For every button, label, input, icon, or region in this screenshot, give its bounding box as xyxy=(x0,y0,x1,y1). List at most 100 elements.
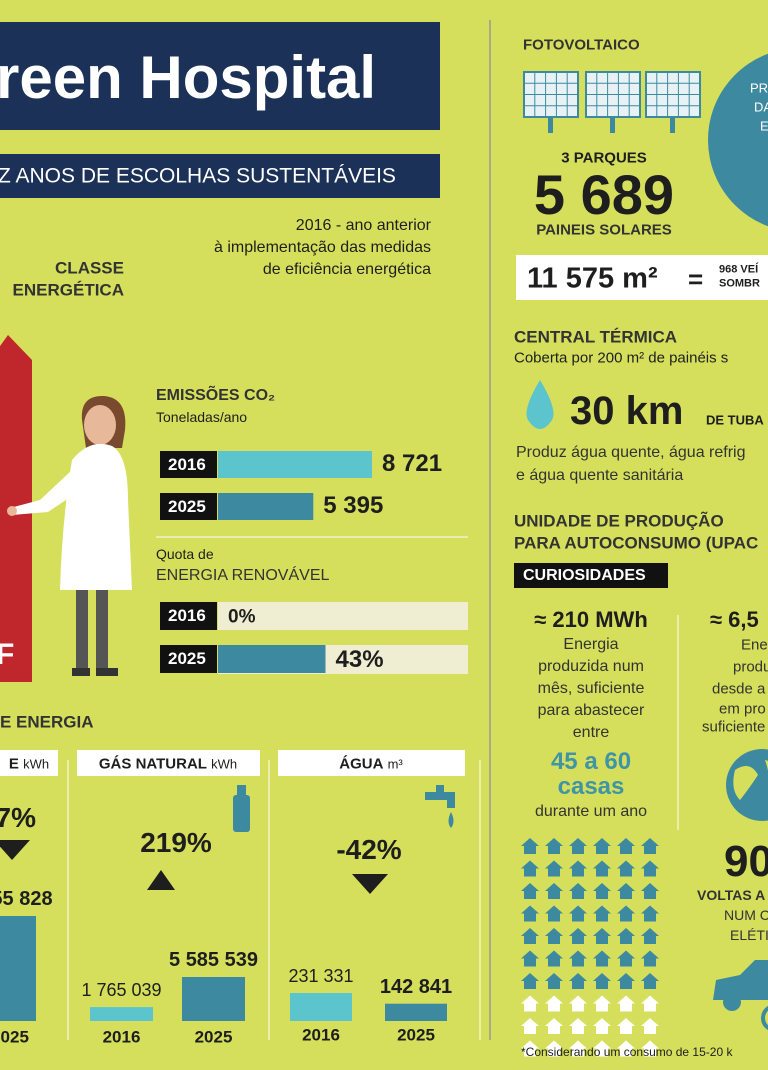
label: ELÉTI xyxy=(730,927,768,943)
text: produzida num xyxy=(538,658,644,675)
section-title: CENTRAL TÉRMICA xyxy=(514,327,678,347)
text: Produz água quente, água refrig xyxy=(516,444,746,461)
big-number: 30 km xyxy=(570,389,684,433)
house-icon xyxy=(521,905,539,922)
bar xyxy=(182,977,245,1021)
text: em pro xyxy=(719,700,766,718)
house-icon xyxy=(545,950,563,967)
year-label: 2016 xyxy=(102,1027,141,1047)
note: de eficiência energética xyxy=(262,261,431,278)
house-icon xyxy=(569,905,587,922)
label: VOLTAS A xyxy=(697,887,766,903)
card-title: E xyxy=(8,755,19,773)
section-title: Quota de xyxy=(156,546,214,562)
house-icon xyxy=(641,995,659,1012)
gas-icon xyxy=(233,785,250,832)
houses-grid xyxy=(521,838,659,1057)
text: entre xyxy=(572,724,610,741)
value-label: 142 841 xyxy=(379,975,453,998)
globe-icon xyxy=(726,749,768,821)
card-title: GÁS NATURAL xyxy=(98,755,207,773)
subtitle-box xyxy=(0,154,440,198)
label: CLASSE xyxy=(55,258,124,278)
house-icon xyxy=(617,883,635,899)
value-label: 231 331 xyxy=(288,966,354,986)
section-title: EMISSÕES CO₂ xyxy=(156,387,276,404)
value-label: 5 395 xyxy=(323,492,384,519)
card-header xyxy=(0,750,58,776)
change: -42% xyxy=(336,834,402,865)
house-icon xyxy=(593,1040,611,1057)
card-header: E kWh xyxy=(9,757,49,772)
value-label: 8 721 xyxy=(382,450,443,477)
house-icon xyxy=(617,838,635,854)
card-header xyxy=(77,750,260,776)
unit: kWh xyxy=(211,756,238,772)
house-icon xyxy=(593,950,611,967)
section-title: E ENERGIA xyxy=(0,712,94,732)
house-icon xyxy=(641,860,659,877)
value-label: 5 585 539 xyxy=(169,949,258,971)
note: à implementação das medidas xyxy=(213,239,431,256)
highlight: 45 a 60 xyxy=(550,748,632,775)
unit: m³ xyxy=(387,756,403,772)
text: desde a xyxy=(712,680,766,698)
panel-stand xyxy=(670,117,675,133)
house-icon xyxy=(545,1018,563,1034)
house-icon xyxy=(641,973,659,989)
car-icon xyxy=(713,960,768,1031)
house-icon xyxy=(521,883,539,899)
house-icon xyxy=(641,838,659,854)
card-header: GÁS NATURAL kWh xyxy=(99,757,237,772)
house-icon xyxy=(521,973,539,989)
label: 968 VEÍ xyxy=(719,263,759,276)
house-icon xyxy=(593,1018,611,1034)
house-icon xyxy=(617,1018,635,1034)
text: para abastecer xyxy=(537,702,645,719)
section-title: UNIDADE DE PRODUÇÃO xyxy=(514,511,724,531)
house-icon xyxy=(617,973,635,989)
panel-stand xyxy=(548,117,553,133)
stat: ≈ 6,5 xyxy=(710,607,759,632)
year-label: 2016 xyxy=(160,602,217,630)
bar xyxy=(0,916,36,1021)
house-icon xyxy=(617,950,635,967)
equals: = xyxy=(688,264,704,294)
bar xyxy=(385,1003,447,1021)
text: produ xyxy=(733,658,768,676)
badge: CURIOSIDADES xyxy=(523,567,646,584)
house-icon xyxy=(545,995,563,1012)
text: suficiente xyxy=(702,718,766,736)
house-icon xyxy=(617,905,635,922)
house-icon xyxy=(593,860,611,877)
label: NUM C xyxy=(724,907,768,923)
house-icon xyxy=(617,995,635,1012)
bar xyxy=(90,1007,153,1021)
text: durante um ano xyxy=(534,803,648,820)
house-icon xyxy=(521,1018,539,1034)
house-icon xyxy=(641,950,659,967)
unit: kWh xyxy=(23,756,50,772)
circle-text: PR xyxy=(750,80,768,96)
track xyxy=(218,602,468,630)
value-label: 0% xyxy=(228,606,256,628)
unit: Toneladas/ano xyxy=(156,409,248,425)
house-icon xyxy=(545,973,563,989)
text: Ene xyxy=(741,636,768,654)
note: 2016 - ano anterior xyxy=(295,217,431,234)
grade: F xyxy=(0,638,15,671)
house-icon xyxy=(569,1040,587,1057)
change: 219% xyxy=(140,827,212,858)
house-icon xyxy=(545,1040,563,1057)
circle-text: E xyxy=(760,118,768,134)
bar xyxy=(218,493,314,520)
house-icon xyxy=(617,1040,635,1057)
house-icon xyxy=(569,860,587,877)
house-icon xyxy=(521,950,539,967)
house-icon xyxy=(545,928,563,944)
card-title: ÁGUA xyxy=(339,755,384,773)
year-label: 2016 xyxy=(160,451,217,478)
house-icon xyxy=(641,1018,659,1034)
year-label: 2025 xyxy=(194,1027,233,1047)
